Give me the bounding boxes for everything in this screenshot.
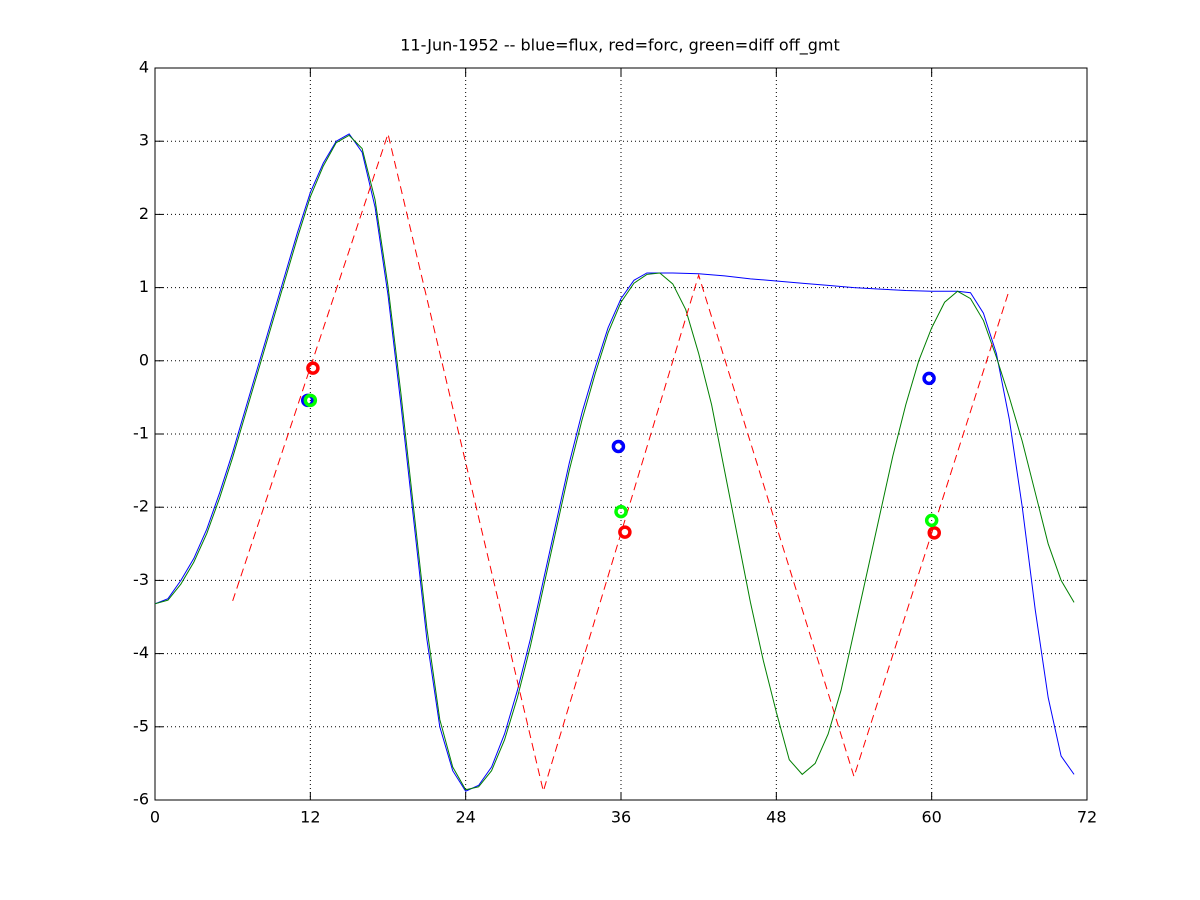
y-tick-label: -4 [133, 643, 149, 662]
y-tick-label: 4 [139, 58, 149, 77]
y-tick-label: 2 [139, 204, 149, 223]
marker [927, 526, 942, 540]
y-tick-label: 0 [139, 350, 149, 369]
marker [611, 439, 626, 454]
x-tick-label: 12 [300, 808, 320, 827]
y-tick-label: -5 [133, 716, 149, 735]
series-line [154, 134, 1075, 791]
y-tick-label: -1 [133, 424, 149, 443]
axes-box [154, 67, 1088, 801]
marker [618, 525, 632, 539]
marker [924, 513, 939, 528]
marker [614, 504, 628, 519]
marker [306, 361, 320, 375]
y-tick-label: -3 [133, 570, 149, 589]
marker [303, 393, 318, 408]
x-tick-label: 36 [611, 808, 631, 827]
x-tick-label: 0 [150, 808, 160, 827]
y-tick-label: -2 [133, 497, 149, 516]
series-line [154, 133, 1075, 792]
y-tick-label: 1 [139, 277, 149, 296]
chart-title: 11-Jun-1952 -- blue=flux, red=forc, gree… [400, 36, 840, 56]
x-tick-label: 48 [766, 808, 786, 827]
y-tick-label: 3 [139, 131, 149, 150]
x-tick-label: 72 [1077, 808, 1097, 827]
x-tick-label: 60 [921, 808, 941, 827]
marker [922, 371, 936, 386]
y-tick-label: -6 [133, 790, 149, 809]
x-tick-label: 24 [455, 808, 475, 827]
